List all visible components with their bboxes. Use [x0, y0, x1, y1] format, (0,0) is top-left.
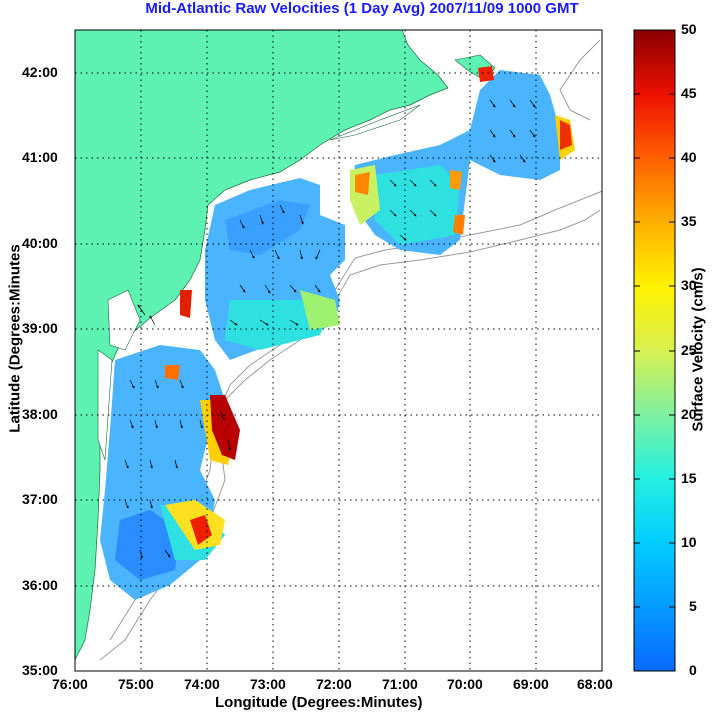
colorbar-tick-label: 40: [681, 149, 697, 165]
colorbar-tick-label: 25: [681, 342, 697, 358]
x-tick-label: 73:00: [250, 676, 286, 692]
chart-title: Mid-Atlantic Raw Velocities (1 Day Avg) …: [145, 0, 579, 17]
colorbar-ticks: [634, 93, 675, 608]
colorbar-tick-label: 20: [681, 406, 697, 422]
velocity-arrows: [124, 99, 536, 559]
y-tick-label: 38:00: [22, 406, 58, 422]
y-tick-label: 42:00: [22, 64, 58, 80]
x-tick-label: 76:00: [52, 676, 88, 692]
y-axis-label: Latitude (Degrees:Minutes: [6, 244, 24, 433]
colorbar-tick-label: 30: [681, 277, 697, 293]
x-axis-label: Longitude (Degrees:Minutes): [215, 694, 423, 711]
colorbar: [633, 29, 676, 672]
x-tick-label: 71:00: [382, 676, 418, 692]
y-tick-label: 36:00: [22, 577, 58, 593]
colorbar-tick-label: 10: [681, 534, 697, 550]
colorbar-tick-label: 0: [689, 662, 697, 678]
velocity-field: [100, 66, 575, 600]
colorbar-tick-label: 50: [681, 21, 697, 37]
x-tick-label: 68:00: [577, 676, 613, 692]
colorbar-tick-label: 15: [681, 470, 697, 486]
colorbar-tick-label: 35: [681, 213, 697, 229]
y-tick-label: 40:00: [22, 235, 58, 251]
y-tick-label: 35:00: [22, 662, 58, 678]
x-tick-label: 72:00: [316, 676, 352, 692]
y-tick-label: 39:00: [22, 320, 58, 336]
plot-frame: [74, 29, 603, 672]
y-tick-label: 37:00: [22, 491, 58, 507]
x-tick-label: 69:00: [513, 676, 549, 692]
colorbar-tick-label: 5: [689, 598, 697, 614]
x-tick-label: 74:00: [184, 676, 220, 692]
grid-lines: [75, 30, 602, 671]
x-tick-label: 75:00: [118, 676, 154, 692]
y-tick-label: 41:00: [22, 149, 58, 165]
colorbar-label: Surface Velocity (cm/s): [689, 267, 707, 432]
colorbar-tick-label: 45: [681, 85, 697, 101]
x-tick-label: 70:00: [447, 676, 483, 692]
